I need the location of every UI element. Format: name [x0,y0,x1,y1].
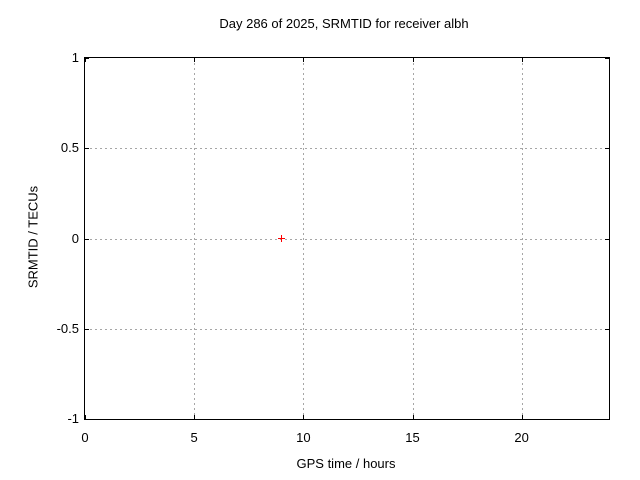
y-tick-label: -0.5 [56,320,79,336]
y-tick-left [85,148,89,150]
x-tick-label: 0 [81,430,89,445]
x-tick-bottom [85,415,86,419]
chart-title: Day 286 of 2025, SRMTID for receiver alb… [219,16,469,31]
y-tick-left [85,238,89,240]
x-tick-label: 20 [514,430,529,445]
x-tick-label: 15 [405,430,420,445]
x-tick-top [412,58,414,62]
y-tick-left [85,419,89,420]
y-tick-left [85,58,89,59]
x-tick-label: 10 [296,430,311,445]
y-tick-right [605,419,609,420]
y-gridline [85,328,609,330]
plot-area [84,57,610,420]
y-gridline [85,148,609,150]
y-tick-right [605,148,609,150]
x-tick-bottom [412,415,414,419]
x-tick-top [85,58,86,62]
x-tick-bottom [303,415,305,419]
x-tick-label: 5 [190,430,198,445]
x-tick-top [194,58,196,62]
y-tick-right [605,58,609,59]
x-tick-bottom [521,415,523,419]
y-tick-label: 0.5 [60,140,79,156]
y-tick-label: 0 [71,230,79,246]
x-tick-top [303,58,305,62]
y-tick-right [605,328,609,330]
x-tick-bottom [194,415,196,419]
y-gridline [85,238,609,240]
x-tick-top [521,58,523,62]
y-tick-right [605,238,609,240]
y-tick-label: 1 [71,50,79,65]
marker-plus-v-bar [280,235,283,242]
y-tick-label: -1 [67,411,79,426]
y-tick-left [85,328,89,330]
x-axis-label: GPS time / hours [296,456,396,471]
